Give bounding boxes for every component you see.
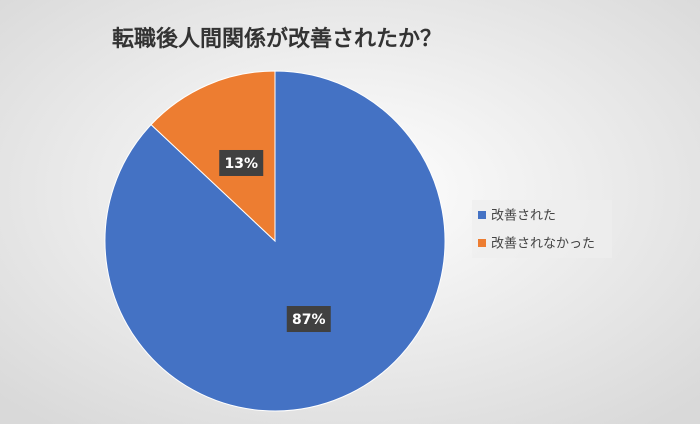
pie-slice — [104, 70, 446, 412]
pie-slice — [150, 70, 276, 243]
legend-box — [472, 200, 612, 258]
data-label-box — [286, 306, 331, 333]
data-label-box — [219, 149, 264, 176]
legend-swatch — [478, 239, 486, 247]
legend-label: 改善されなかった — [491, 236, 595, 252]
data-label: 87% — [292, 312, 326, 328]
legend-label: 改善された — [491, 208, 556, 224]
legend-swatch — [478, 211, 486, 219]
chart-title: 転職後人間関係が改善されたか？ — [112, 26, 442, 52]
data-label: 13% — [224, 156, 258, 172]
